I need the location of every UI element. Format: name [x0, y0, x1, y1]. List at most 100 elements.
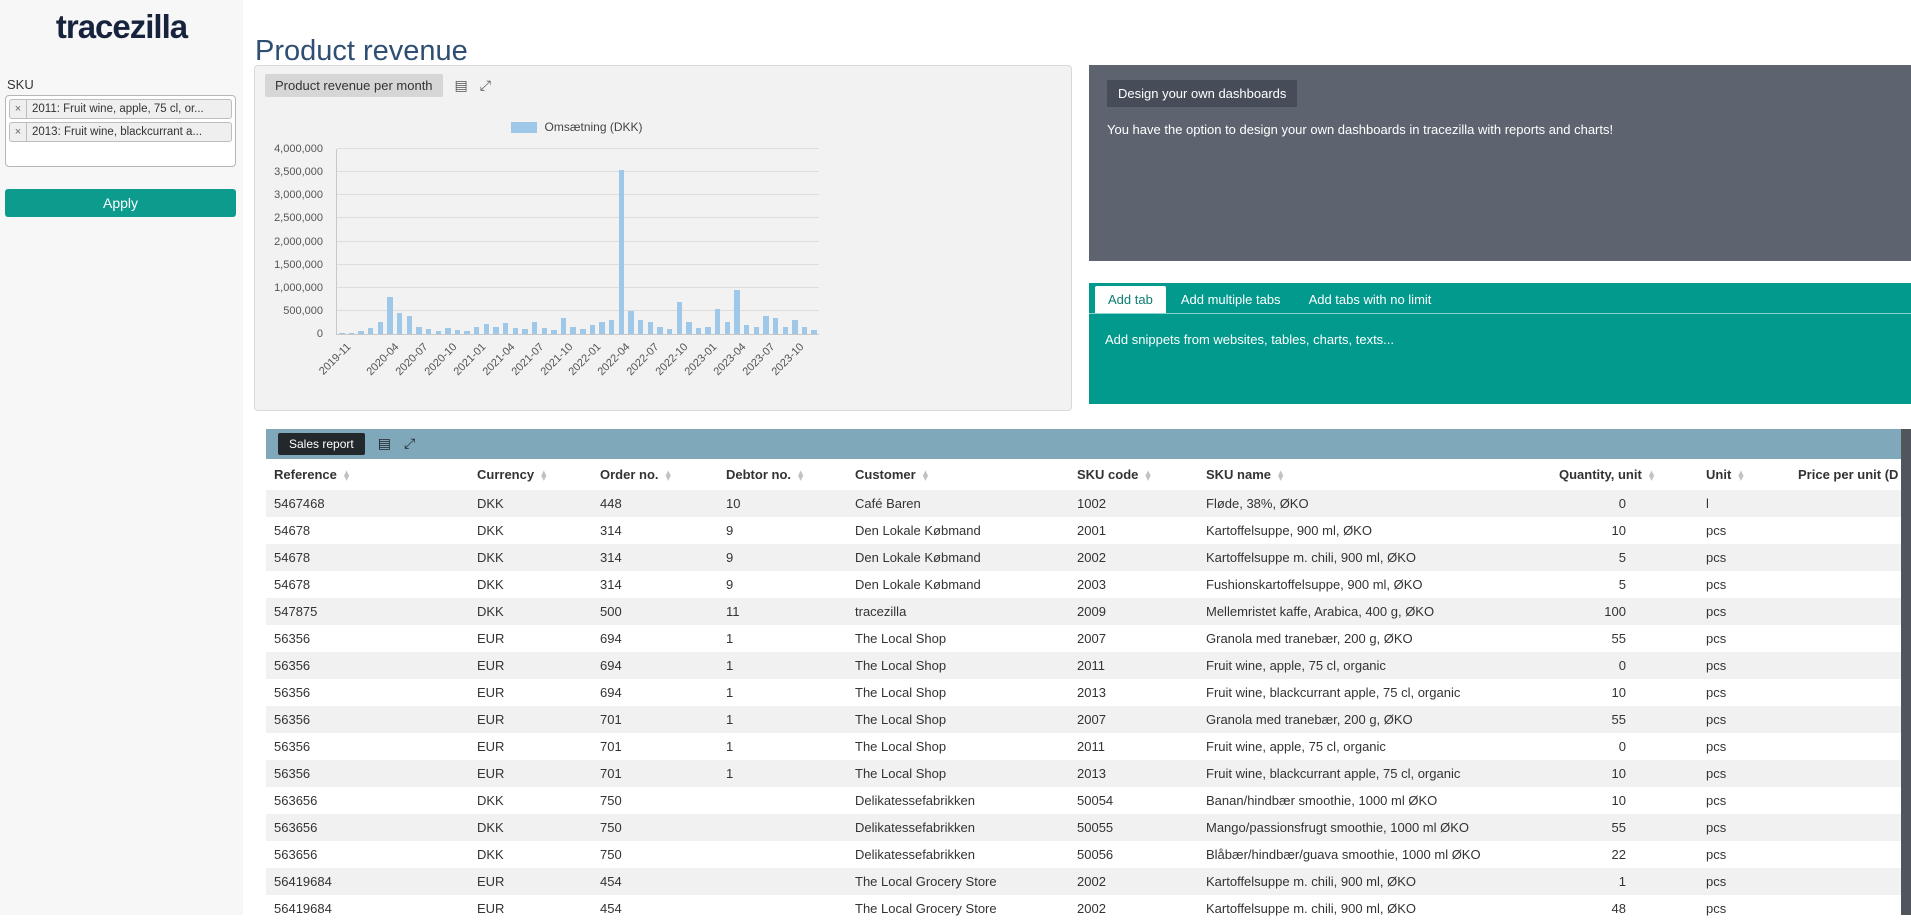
table-cell: The Local Shop	[855, 658, 947, 673]
table-row[interactable]: 56356 EUR 694 1 The Local Shop 2007 Granola me…	[266, 625, 1901, 652]
table-cell: pcs	[1706, 847, 1727, 862]
sort-icon[interactable]: ▲ ▼	[1278, 468, 1284, 482]
table-row[interactable]: 54678 DKK 314 9 Den Lokale Købmand 2001 Kartof…	[266, 517, 1901, 544]
table-row[interactable]: 54678 DKK 314 9 Den Lokale Købmand 2002 Kartof…	[266, 544, 1901, 571]
table-cell: The Local Shop	[855, 739, 947, 754]
chart-bar	[387, 297, 393, 334]
chart-bar	[435, 331, 441, 334]
table-cell: 1	[726, 685, 734, 700]
table-row[interactable]: 56419684 EUR 454 The Local Grocery Store 200…	[266, 868, 1901, 895]
table-row[interactable]: 56356 EUR 701 1 The Local Shop 2011 Fruit wine…	[266, 733, 1901, 760]
table-cell: Granola med tranebær, 200 g, ØKO	[1206, 712, 1413, 727]
table-cell: 10	[726, 496, 741, 511]
table-cell: 56356	[274, 631, 311, 646]
table-cell: 56356	[274, 766, 311, 781]
vertical-scrollbar[interactable]	[1901, 429, 1911, 915]
table-row[interactable]: 563656 DKK 750 Delikatessefabrikken 50054 Ban…	[266, 787, 1901, 814]
chart-bar	[666, 329, 673, 334]
table-header-cell[interactable]: SKU name ▲ ▼	[1198, 459, 1551, 490]
table-cell: 2011	[1077, 739, 1105, 754]
table-row[interactable]: 563656 DKK 750 Delikatessefabrikken 50056 Blå…	[266, 841, 1901, 868]
sales-expand-icon[interactable]: ⤢	[403, 436, 416, 452]
table-row[interactable]: 54678 DKK 314 9 Den Lokale Købmand 2003 Fushio…	[266, 571, 1901, 598]
table-header-cell[interactable]: Reference ▲ ▼	[266, 459, 469, 490]
table-row[interactable]: 56356 EUR 701 1 The Local Shop 2013 Fruit wine…	[266, 760, 1901, 787]
table-header-cell[interactable]: Customer ▲ ▼	[847, 459, 1069, 490]
table-row[interactable]: 56356 EUR 694 1 The Local Shop 2013 Fruit wine…	[266, 679, 1901, 706]
chart-bar	[570, 327, 576, 334]
sku-multiselect[interactable]: × 2011: Fruit wine, apple, 75 cl, or... × 2…	[5, 95, 236, 167]
table-cell: 10	[1611, 523, 1626, 538]
sort-icon[interactable]: ▲ ▼	[798, 468, 804, 482]
table-cell: Café Baren	[855, 496, 921, 511]
table-cell: pcs	[1706, 550, 1727, 565]
table-cell: 2002	[1077, 550, 1106, 565]
table-cell: 10	[1611, 793, 1626, 808]
sales-export-table-icon[interactable]: ▤	[377, 436, 391, 452]
sort-icon[interactable]: ▲ ▼	[541, 468, 547, 482]
table-header-cell[interactable]: Order no. ▲ ▼	[592, 459, 718, 490]
table-header-cell[interactable]: SKU code ▲ ▼	[1069, 459, 1198, 490]
table-cell: pcs	[1706, 523, 1727, 538]
chart-grid-line	[337, 171, 819, 173]
table-header-row: Reference ▲ ▼ Currency ▲ ▼ Order no. ▲ ▼ Debtor n…	[266, 459, 1901, 490]
promo-body-text: You have the option to design your own d…	[1107, 122, 1614, 137]
chart-bar	[589, 324, 596, 334]
legend-swatch	[511, 121, 538, 133]
sort-icon[interactable]: ▲ ▼	[1648, 468, 1655, 482]
table-cell: DKK	[477, 523, 504, 538]
sort-icon[interactable]: ▲ ▼	[1145, 468, 1151, 482]
table-header-cell[interactable]: Debtor no. ▲ ▼	[718, 459, 847, 490]
chip-remove-icon[interactable]: ×	[10, 123, 27, 141]
table-row[interactable]: 56419684 EUR 454 The Local Grocery Store 200…	[266, 895, 1901, 922]
table-cell: 2007	[1077, 631, 1106, 646]
chart-bar	[425, 329, 432, 334]
sort-icon[interactable]: ▲ ▼	[665, 468, 671, 482]
table-cell: 694	[600, 658, 622, 673]
table-cell	[1790, 598, 1901, 625]
tab-add-multiple-tabs[interactable]: Add multiple tabs	[1180, 292, 1281, 307]
table-header-cell[interactable]: Currency ▲ ▼	[469, 459, 592, 490]
table-cell: 563656	[274, 820, 318, 835]
sales-report-table: Reference ▲ ▼ Currency ▲ ▼ Order no. ▲ ▼ Debtor n…	[266, 459, 1901, 922]
table-row[interactable]: 56356 EUR 701 1 The Local Shop 2007 Granola me…	[266, 706, 1901, 733]
table-cell: 1	[726, 631, 734, 646]
tab-add-tab[interactable]: Add tab	[1095, 286, 1166, 313]
table-cell: 56419684	[274, 874, 332, 889]
table-cell: 2001	[1077, 523, 1106, 538]
table-header-cell[interactable]: Quantity, unit ▲ ▼	[1551, 459, 1698, 490]
table-row[interactable]: 56356 EUR 694 1 The Local Shop 2011 Fruit wine…	[266, 652, 1901, 679]
export-table-icon[interactable]: ▤	[454, 77, 468, 94]
chart-legend: Omsætning (DKK)	[336, 120, 818, 134]
sort-icon[interactable]: ▲ ▼	[922, 468, 929, 482]
apply-button[interactable]: Apply	[5, 189, 236, 217]
tab-add-tabs-with-no-limit[interactable]: Add tabs with no limit	[1308, 292, 1432, 307]
chip-remove-icon[interactable]: ×	[10, 100, 27, 118]
table-cell: Delikatessefabrikken	[855, 793, 975, 808]
table-cell: 50056	[1077, 847, 1114, 862]
expand-icon[interactable]: ⤢	[479, 77, 491, 94]
sort-icon[interactable]: ▲ ▼	[343, 468, 350, 482]
promo-panel: Design your own dashboards You have the …	[1089, 65, 1911, 261]
table-row[interactable]: 5467468 DKK 448 10 Café Baren 1002 Fløde, 38%,…	[266, 490, 1901, 517]
table-cell: The Local Shop	[855, 631, 947, 646]
table-cell: 0	[1618, 496, 1626, 511]
table-cell: 55	[1611, 712, 1626, 727]
table-header-cell[interactable]: Unit ▲ ▼	[1698, 459, 1790, 490]
column-label: Price per unit (D	[1798, 467, 1899, 482]
table-header-cell[interactable]: Price per unit (D▲▼	[1790, 459, 1901, 490]
sort-icon[interactable]: ▲ ▼	[1738, 468, 1744, 482]
chart-grid-line	[337, 286, 819, 288]
chart-grid-line	[337, 263, 819, 265]
sidebar: tracezilla SKU × 2011: Fruit wine, apple,…	[0, 0, 243, 915]
chart-bar	[676, 301, 682, 334]
chart-bar	[503, 323, 509, 334]
table-row[interactable]: 547875 DKK 500 11 tracezilla 2009 Mellemristet…	[266, 598, 1901, 625]
table-cell: Kartoffelsuppe m. chili, 900 ml, ØKO	[1206, 874, 1417, 889]
table-cell: pcs	[1706, 712, 1727, 727]
sku-chip[interactable]: × 2013: Fruit wine, blackcurrant a...	[9, 122, 232, 142]
sku-chip[interactable]: × 2011: Fruit wine, apple, 75 cl, or...	[9, 99, 232, 119]
table-cell: EUR	[477, 685, 505, 700]
table-cell: pcs	[1706, 739, 1727, 754]
table-row[interactable]: 563656 DKK 750 Delikatessefabrikken 50055 Man…	[266, 814, 1901, 841]
